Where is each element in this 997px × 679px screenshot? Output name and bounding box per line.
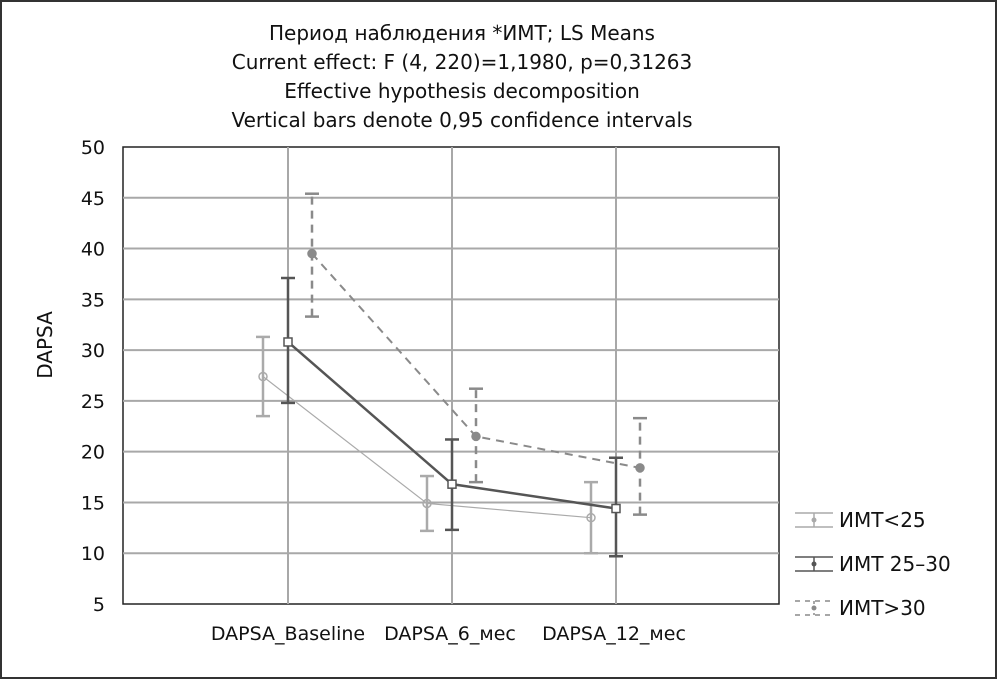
legend-swatch-marker [811, 561, 817, 567]
legend-swatch-marker [811, 517, 817, 523]
data-point [307, 248, 317, 259]
data-point [586, 512, 596, 523]
chart-title-line: Vertical bars denote 0,95 confidence int… [232, 108, 693, 132]
series-1 [281, 276, 623, 558]
y-tick-label: 20 [81, 442, 105, 464]
y-axis-label: DAPSA [33, 311, 57, 379]
chart-title-line: Период наблюдения *ИМТ; LS Means [269, 21, 655, 45]
data-point [447, 479, 457, 489]
y-tick-label: 35 [81, 289, 105, 311]
y-tick-label: 40 [81, 239, 105, 261]
series-2 [305, 192, 647, 516]
y-tick-label: 45 [81, 188, 105, 210]
x-tick-label: DAPSA_Baseline [211, 623, 365, 645]
y-tick-label: 10 [81, 543, 105, 565]
x-tick-label: DAPSA_6_мес [384, 623, 516, 645]
legend-swatch-marker [811, 605, 817, 611]
data-point [635, 463, 645, 473]
y-tick-label: 5 [93, 594, 105, 616]
y-tick-label: 50 [81, 137, 105, 159]
chart-title-line: Effective hypothesis decomposition [284, 79, 640, 103]
y-tick-label: 30 [81, 340, 105, 362]
data-point [471, 431, 481, 442]
chart-title-line: Current effect: F (4, 220)=1,1980, p=0,3… [232, 50, 693, 74]
legend-label: ИМТ>30 [839, 596, 926, 620]
data-point [283, 337, 293, 347]
data-point [611, 503, 621, 514]
y-tick-label: 25 [81, 391, 105, 413]
data-point [422, 498, 432, 509]
legend-item: ИМТ<25 [795, 508, 926, 532]
legend-item: ИМТ 25–30 [795, 552, 951, 576]
legend-label: ИМТ 25–30 [839, 552, 951, 576]
series-0 [256, 335, 598, 555]
legend-item: ИМТ>30 [795, 596, 926, 620]
data-point [258, 371, 268, 382]
legend-label: ИМТ<25 [839, 508, 926, 532]
y-tick-label: 15 [81, 492, 105, 514]
x-tick-label: DAPSA_12_мес [542, 623, 686, 645]
